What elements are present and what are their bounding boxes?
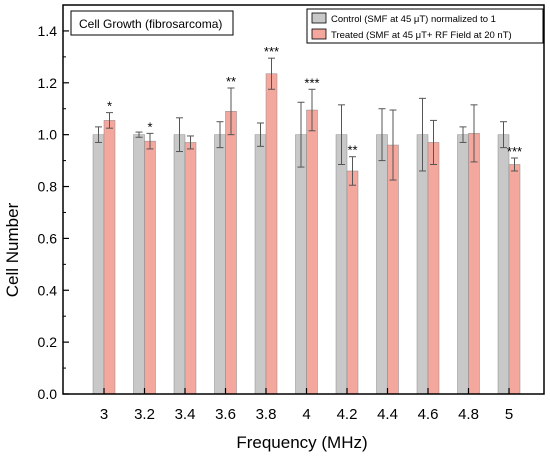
y-tick-label: 0.4 (38, 282, 58, 298)
x-tick-label: 5 (505, 406, 513, 423)
bar-control (295, 134, 307, 395)
bars-layer (92, 73, 521, 395)
bar-control (497, 134, 510, 395)
x-tick-label: 3.6 (215, 406, 236, 423)
bar-treated (306, 109, 318, 395)
bar-treated (387, 144, 399, 395)
x-tick-label: 4.4 (377, 406, 398, 423)
legend-label-treated: Treated (SMF at 45 μT+ RF Field at 20 nT… (331, 30, 512, 41)
x-tick-label: 3.8 (256, 406, 277, 423)
y-tick-label: 1.0 (38, 127, 58, 143)
significance-layer: ************ *** (107, 44, 522, 159)
bar-treated (427, 142, 440, 395)
x-tick-label: 4 (302, 406, 310, 423)
x-tick-label: 4.8 (458, 406, 479, 423)
legend: Control (SMF at 45 μT) normalized to 1 T… (306, 8, 544, 44)
significance-marker: *** (507, 144, 522, 159)
x-tick-label: 3.4 (175, 406, 196, 423)
y-tick-label: 1.2 (38, 75, 58, 91)
bar-treated (184, 142, 197, 395)
bar-control (133, 134, 145, 395)
legend-swatch-control (311, 12, 327, 24)
chart-title: Cell Growth (fibrosarcoma) (79, 17, 222, 31)
x-tick-label: 3.2 (134, 406, 155, 423)
significance-marker: *** (304, 75, 319, 90)
legend-label-control: Control (SMF at 45 μT) normalized to 1 (331, 14, 496, 25)
bar-treated (103, 120, 116, 395)
x-tick-label: 3 (100, 406, 108, 423)
x-axis: 3 3.2 3.4 3.6 3.8 4 4.2 4.4 4.6 4.8 5 (100, 388, 513, 423)
legend-swatch-treated (311, 28, 327, 40)
x-tick-label: 4.6 (418, 406, 439, 423)
y-tick-label: 0.8 (38, 179, 58, 195)
bar-treated (225, 111, 237, 395)
y-axis-label: Cell Number (3, 202, 22, 297)
significance-marker: *** (264, 44, 279, 59)
y-tick-label: 0.6 (38, 230, 58, 246)
y-tick-label: 0.2 (38, 334, 58, 350)
x-tick-label: 4.2 (337, 406, 358, 423)
significance-marker: ** (347, 143, 357, 158)
bar-treated (346, 170, 359, 395)
bar-control (457, 134, 469, 395)
x-axis-label: Frequency (MHz) (236, 433, 367, 452)
y-tick-label: 1.4 (38, 23, 58, 39)
y-tick-label: 0.0 (38, 386, 58, 402)
error-bars-layer (95, 57, 518, 186)
bar-treated (468, 133, 480, 395)
bar-control (173, 134, 186, 395)
bar-control (214, 134, 226, 395)
bar-control (92, 134, 105, 395)
bar-treated (265, 73, 278, 395)
significance-marker: ** (226, 74, 236, 89)
bar-control (254, 134, 267, 395)
bar-control (416, 134, 429, 395)
bar-treated (144, 140, 156, 395)
significance-marker: * (107, 99, 112, 114)
y-axis: 0.0 0.2 0.4 0.6 0.8 1.0 1.2 1.4 (38, 4, 69, 402)
bar-control (376, 134, 388, 395)
plot-frame (62, 4, 545, 395)
bar-control (335, 134, 348, 395)
bar-treated (508, 164, 521, 395)
significance-marker: * (147, 119, 152, 134)
chart-title-box: Cell Growth (fibrosarcoma) (70, 10, 234, 36)
